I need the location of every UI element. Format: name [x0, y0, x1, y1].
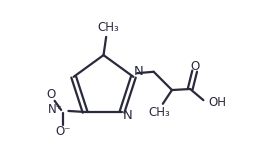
Text: N⁺: N⁺ [48, 103, 63, 116]
Text: O: O [46, 88, 55, 101]
Text: N: N [134, 65, 143, 78]
Text: N: N [123, 109, 132, 122]
Text: CH₃: CH₃ [97, 21, 119, 34]
Text: CH₃: CH₃ [148, 106, 170, 119]
Text: O⁻: O⁻ [55, 125, 71, 138]
Text: O: O [190, 60, 200, 73]
Text: OH: OH [208, 96, 226, 109]
